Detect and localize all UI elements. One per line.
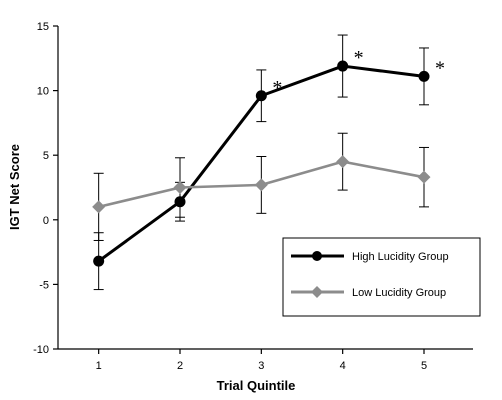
y-tick-label: 0: [43, 215, 49, 227]
legend-marker-low: [311, 286, 323, 298]
y-tick-label: 5: [43, 150, 49, 162]
data-point-low: [173, 181, 187, 194]
x-tick-label: 3: [258, 360, 264, 372]
x-axis-title: Trial Quintile: [217, 378, 296, 393]
legend-label-high: High Lucidity Group: [352, 251, 449, 263]
x-tick-label: 4: [340, 360, 346, 372]
legend: High Lucidity Group Low Lucidity Group: [282, 237, 481, 317]
axes: 15 10 5 0 -5 -10 1 2 3 4 5: [33, 21, 473, 372]
legend-box: [282, 237, 481, 317]
legend-marker-high: [312, 251, 322, 261]
data-point-high: [174, 196, 186, 208]
significance-asterisk: *: [272, 77, 282, 99]
data-point-low: [417, 170, 431, 184]
data-point-high: [255, 90, 267, 102]
data-point-high: [337, 60, 349, 72]
significance-annotations: * * *: [272, 47, 445, 99]
y-tick-label: -10: [33, 344, 49, 356]
y-tick-label: 15: [37, 21, 49, 33]
x-tick-label: 5: [421, 360, 427, 372]
significance-asterisk: *: [435, 57, 445, 79]
data-point-low: [254, 178, 268, 192]
data-point-high: [93, 255, 105, 267]
y-axis-title: IGT Net Score: [7, 144, 22, 230]
data-point-high: [418, 70, 430, 82]
y-tick-label: -5: [39, 279, 49, 291]
x-tick-label: 1: [96, 360, 102, 372]
series-markers: [92, 60, 431, 267]
y-tick-label: 10: [37, 86, 49, 98]
legend-label-low: Low Lucidity Group: [352, 287, 446, 299]
data-point-low: [336, 155, 350, 169]
x-tick-label: 2: [177, 360, 183, 372]
significance-asterisk: *: [354, 47, 364, 69]
data-point-low: [92, 200, 106, 214]
